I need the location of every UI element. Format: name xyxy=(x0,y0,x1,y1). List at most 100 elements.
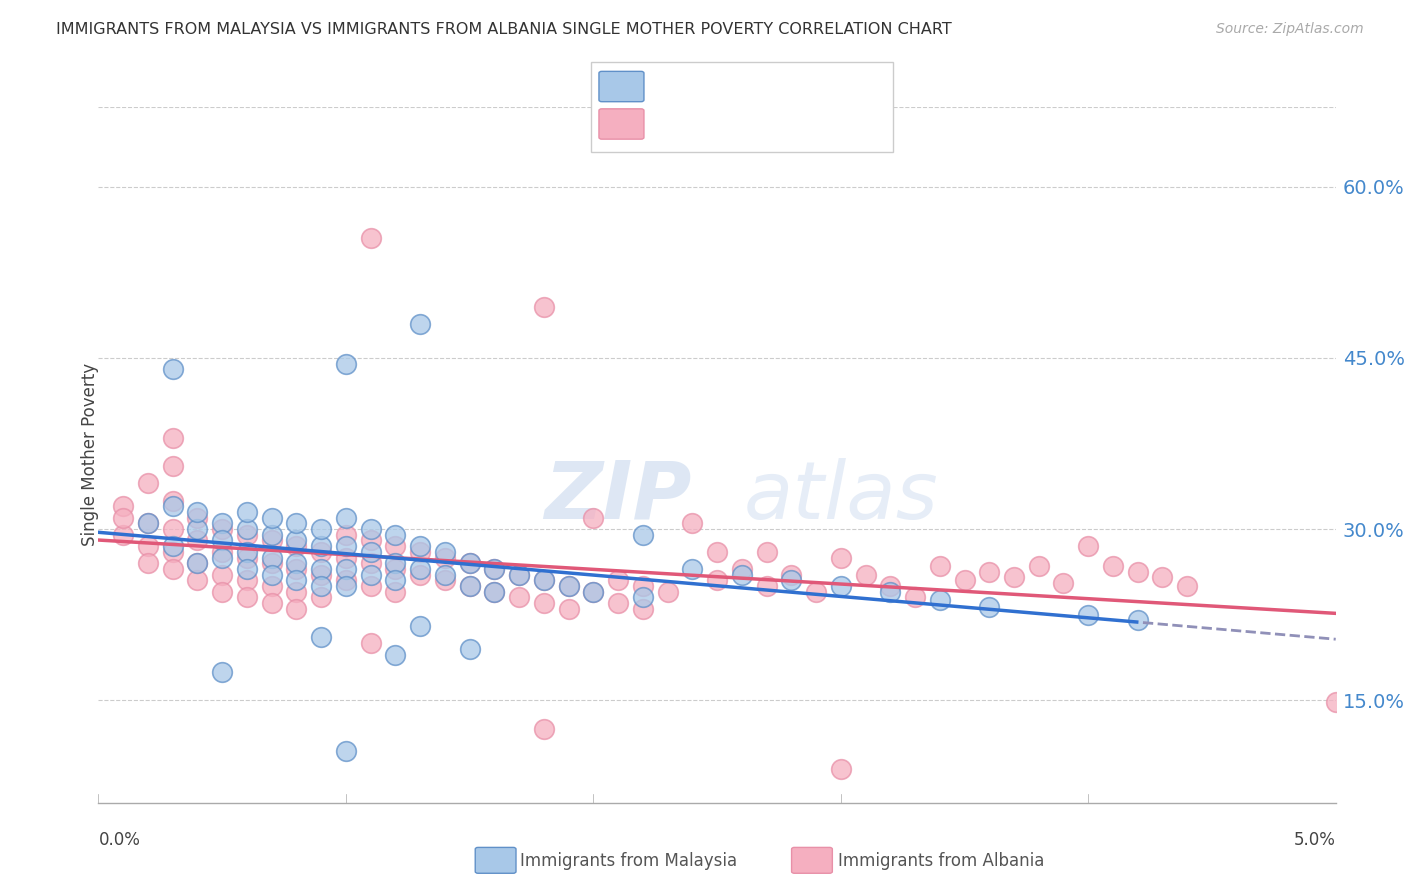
Point xyxy=(285,562,308,576)
Point xyxy=(236,528,259,542)
Point xyxy=(236,562,259,576)
Point xyxy=(360,522,382,536)
Point xyxy=(211,533,233,548)
Point xyxy=(136,516,159,531)
Point xyxy=(458,579,481,593)
Point xyxy=(162,539,184,553)
Point xyxy=(162,545,184,559)
Point xyxy=(484,562,506,576)
Point xyxy=(211,545,233,559)
Point xyxy=(112,510,135,524)
Point xyxy=(384,562,406,576)
Point xyxy=(335,562,357,576)
Point xyxy=(928,592,950,607)
Point xyxy=(533,300,555,314)
Point xyxy=(582,510,605,524)
Point xyxy=(1077,607,1099,622)
Point xyxy=(360,556,382,570)
Point xyxy=(211,516,233,531)
Point xyxy=(360,567,382,582)
Point xyxy=(879,579,901,593)
Point xyxy=(780,574,803,588)
Point xyxy=(136,539,159,553)
Point xyxy=(360,231,382,245)
Text: -0.197: -0.197 xyxy=(686,77,751,95)
Point xyxy=(533,574,555,588)
Point xyxy=(631,602,654,616)
Point xyxy=(484,584,506,599)
Point xyxy=(236,522,259,536)
Point xyxy=(162,562,184,576)
Point xyxy=(136,516,159,531)
Point xyxy=(335,539,357,553)
Text: N =: N = xyxy=(738,77,790,95)
Point xyxy=(979,599,1001,614)
Point xyxy=(162,522,184,536)
Point xyxy=(309,567,332,582)
Point xyxy=(260,533,283,548)
Point xyxy=(706,574,728,588)
Point xyxy=(631,528,654,542)
Point xyxy=(285,574,308,588)
Point xyxy=(136,476,159,491)
Text: -0.207: -0.207 xyxy=(686,114,751,132)
Point xyxy=(607,596,630,610)
Point xyxy=(953,574,976,588)
Point xyxy=(433,574,456,588)
Point xyxy=(260,567,283,582)
Point xyxy=(731,562,754,576)
Point xyxy=(928,558,950,573)
Point xyxy=(1077,539,1099,553)
Text: R =: R = xyxy=(650,77,695,95)
Point xyxy=(409,562,432,576)
Point xyxy=(508,567,530,582)
Point xyxy=(533,722,555,736)
Point xyxy=(433,550,456,565)
Point xyxy=(236,550,259,565)
Point xyxy=(458,556,481,570)
Point xyxy=(631,579,654,593)
Point xyxy=(309,579,332,593)
Point xyxy=(681,562,703,576)
Point xyxy=(484,562,506,576)
Point xyxy=(136,556,159,570)
Point xyxy=(309,562,332,576)
Point xyxy=(557,579,579,593)
Point xyxy=(335,357,357,371)
Text: IMMIGRANTS FROM MALAYSIA VS IMMIGRANTS FROM ALBANIA SINGLE MOTHER POVERTY CORREL: IMMIGRANTS FROM MALAYSIA VS IMMIGRANTS F… xyxy=(56,22,952,37)
Point xyxy=(211,584,233,599)
Point xyxy=(484,584,506,599)
Point xyxy=(360,636,382,650)
Point xyxy=(458,579,481,593)
Point xyxy=(409,619,432,633)
Point xyxy=(409,545,432,559)
Text: R =: R = xyxy=(650,114,695,132)
Point xyxy=(309,522,332,536)
Point xyxy=(755,545,778,559)
Point xyxy=(1152,570,1174,584)
Point xyxy=(384,528,406,542)
Text: Source: ZipAtlas.com: Source: ZipAtlas.com xyxy=(1216,22,1364,37)
Point xyxy=(409,567,432,582)
Point xyxy=(780,567,803,582)
Point xyxy=(260,528,283,542)
Point xyxy=(335,579,357,593)
Point xyxy=(285,533,308,548)
Point xyxy=(508,591,530,605)
Text: 50: 50 xyxy=(778,77,803,95)
Text: 0.0%: 0.0% xyxy=(98,831,141,849)
Point xyxy=(607,574,630,588)
Point xyxy=(112,528,135,542)
Text: N =: N = xyxy=(738,114,790,132)
Point xyxy=(830,579,852,593)
Point xyxy=(162,431,184,445)
Point xyxy=(904,591,927,605)
Point xyxy=(211,665,233,679)
Point xyxy=(706,545,728,559)
Point xyxy=(236,574,259,588)
Point xyxy=(360,533,382,548)
Point xyxy=(1324,695,1347,709)
Point xyxy=(855,567,877,582)
Point xyxy=(186,533,208,548)
Point xyxy=(285,516,308,531)
